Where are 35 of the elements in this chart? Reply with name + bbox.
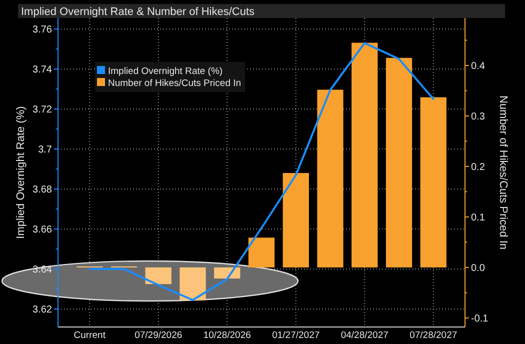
y-tick-label: 3.72 xyxy=(32,104,52,116)
y-tick-label: 3.66 xyxy=(32,224,52,236)
legend-label: Number of Hikes/Cuts Priced In xyxy=(108,78,242,89)
y-axis-title: Implied Overnight Rate (%) xyxy=(15,106,27,239)
y2-tick-label: 0.2 xyxy=(471,162,486,173)
y-tick-label: 3.74 xyxy=(32,64,52,76)
x-tick-label: 01/27/2027 xyxy=(272,330,320,341)
x-tick-label: 07/29/2026 xyxy=(134,330,182,341)
bar xyxy=(145,267,172,284)
y2-axis-title: Number of Hikes/Cuts Priced In xyxy=(497,95,509,250)
y2-tick-label: 0.0 xyxy=(471,262,486,274)
y-tick-label: 3.62 xyxy=(32,304,52,316)
y-tick-label: 3.76 xyxy=(32,24,52,36)
line-series xyxy=(88,42,434,301)
x-tick-label: Current xyxy=(74,330,106,341)
x-tick-label: 04/28/2027 xyxy=(340,330,388,341)
y-tick-label: 3.7 xyxy=(38,144,52,156)
legend-label: Implied Overnight Rate (%) xyxy=(108,66,223,77)
bar xyxy=(386,58,412,268)
chart-title: Implied Overnight Rate & Number of Hikes/Cuts xyxy=(21,6,256,18)
bar xyxy=(214,267,240,279)
x-tick-label: 10/28/2026 xyxy=(203,330,251,341)
y2-tick-label: 0.4 xyxy=(471,60,486,72)
bar xyxy=(180,267,206,300)
bar xyxy=(352,42,378,268)
x-tick-label: 07/28/2027 xyxy=(410,330,458,341)
y2-tick-label: -0.1 xyxy=(471,313,489,324)
bar xyxy=(420,97,446,268)
bar xyxy=(248,238,275,268)
y-tick-label: 3.64 xyxy=(32,264,52,276)
bar xyxy=(317,90,344,268)
y2-tick-label: 0.1 xyxy=(471,212,486,224)
y2-tick-label: 0.3 xyxy=(471,111,486,122)
bar xyxy=(282,173,309,268)
y-tick-label: 3.68 xyxy=(32,184,52,196)
